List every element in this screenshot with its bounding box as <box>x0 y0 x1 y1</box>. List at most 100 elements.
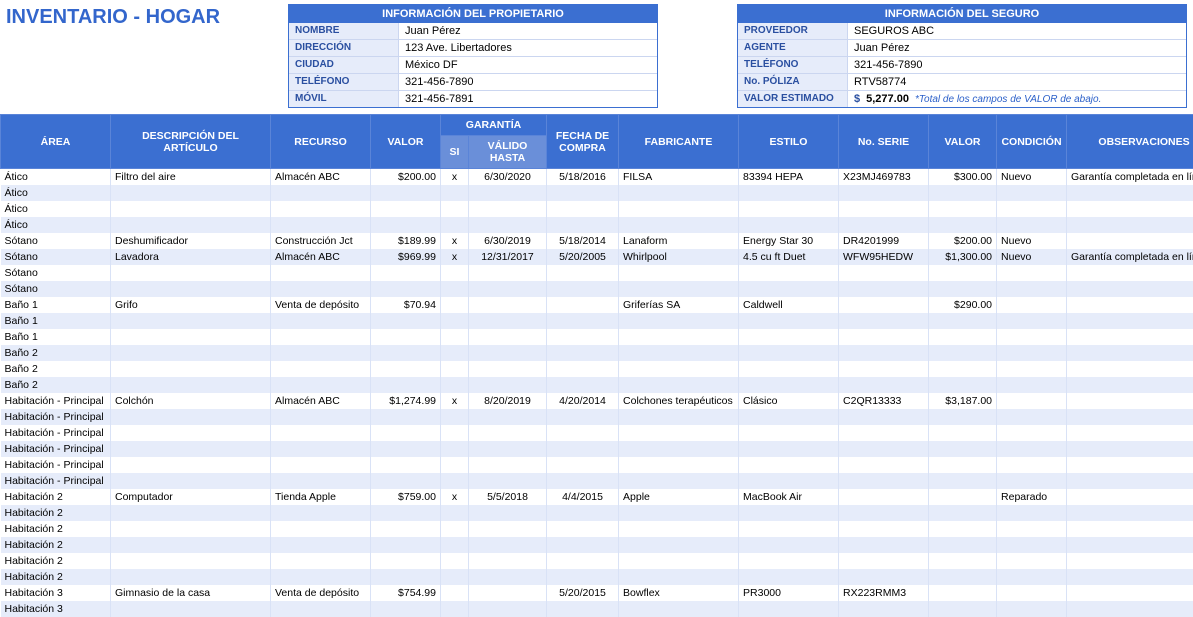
table-row: Habitación 2 <box>1 521 1193 537</box>
cell-fabricante <box>619 313 739 329</box>
cell-fecha <box>547 377 619 393</box>
cell-serie <box>839 601 929 617</box>
cell-fecha <box>547 185 619 201</box>
cell-valido <box>469 441 547 457</box>
th-valor1: VALOR <box>371 115 441 169</box>
cell-condicion: Nuevo <box>997 233 1067 249</box>
cell-obs <box>1067 537 1193 553</box>
cell-valido: 12/31/2017 <box>469 249 547 265</box>
cell-valido <box>469 473 547 489</box>
insurance-label: TELÉFONO <box>738 57 848 73</box>
cell-valor2 <box>929 265 997 281</box>
cell-obs: Garantía completada en línea <box>1067 169 1193 186</box>
cell-desc <box>111 457 271 473</box>
cell-area: Baño 2 <box>1 377 111 393</box>
cell-desc: Gimnasio de la casa <box>111 585 271 601</box>
cell-valido <box>469 601 547 617</box>
cell-condicion <box>997 297 1067 313</box>
cell-area: Sótano <box>1 281 111 297</box>
estimate-note: *Total de los campos de VALOR de abajo. <box>915 94 1101 105</box>
cell-valor2 <box>929 457 997 473</box>
cell-estilo <box>739 441 839 457</box>
cell-valor2 <box>929 505 997 521</box>
cell-obs <box>1067 553 1193 569</box>
cell-valido <box>469 217 547 233</box>
table-row: Baño 2 <box>1 377 1193 393</box>
cell-obs <box>1067 313 1193 329</box>
cell-si <box>441 377 469 393</box>
insurance-label: AGENTE <box>738 40 848 56</box>
cell-fabricante <box>619 201 739 217</box>
insurance-value: 321-456-7890 <box>848 57 1186 73</box>
cell-serie <box>839 217 929 233</box>
cell-serie: C2QR13333 <box>839 393 929 409</box>
cell-area: Baño 1 <box>1 297 111 313</box>
cell-area: Habitación 2 <box>1 489 111 505</box>
table-body: ÁticoFiltro del aireAlmacén ABC$200.00x6… <box>1 169 1193 617</box>
cell-si <box>441 345 469 361</box>
cell-obs <box>1067 601 1193 617</box>
cell-fabricante <box>619 409 739 425</box>
th-condicion: CONDICIÓN <box>997 115 1067 169</box>
cell-estilo <box>739 361 839 377</box>
cell-estilo: Caldwell <box>739 297 839 313</box>
cell-obs <box>1067 585 1193 601</box>
top-section: INVENTARIO - HOGAR INFORMACIÓN DEL PROPI… <box>0 0 1193 114</box>
th-estilo: ESTILO <box>739 115 839 169</box>
cell-area: Habitación - Principal <box>1 457 111 473</box>
cell-estilo: 4.5 cu ft Duet <box>739 249 839 265</box>
cell-fabricante <box>619 473 739 489</box>
cell-si <box>441 537 469 553</box>
cell-obs <box>1067 201 1193 217</box>
cell-obs <box>1067 265 1193 281</box>
th-fecha: FECHA DE COMPRA <box>547 115 619 169</box>
insurance-row: AGENTEJuan Pérez <box>738 39 1186 56</box>
cell-obs <box>1067 505 1193 521</box>
cell-fecha <box>547 457 619 473</box>
cell-valor2 <box>929 521 997 537</box>
owner-row: CIUDADMéxico DF <box>289 56 657 73</box>
cell-valor1 <box>371 441 441 457</box>
cell-valor1: $969.99 <box>371 249 441 265</box>
cell-condicion <box>997 569 1067 585</box>
cell-desc: Computador <box>111 489 271 505</box>
cell-recurso <box>271 521 371 537</box>
cell-estilo <box>739 313 839 329</box>
cell-obs <box>1067 297 1193 313</box>
cell-valor1 <box>371 201 441 217</box>
cell-fecha <box>547 265 619 281</box>
cell-obs <box>1067 393 1193 409</box>
cell-valor2 <box>929 361 997 377</box>
table-row: Baño 1 <box>1 329 1193 345</box>
owner-value: 321-456-7890 <box>399 74 657 90</box>
cell-valor1 <box>371 361 441 377</box>
cell-area: Baño 1 <box>1 329 111 345</box>
cell-desc <box>111 313 271 329</box>
table-row: Habitación - Principal <box>1 473 1193 489</box>
th-fabricante: FABRICANTE <box>619 115 739 169</box>
cell-condicion <box>997 361 1067 377</box>
cell-serie <box>839 345 929 361</box>
cell-estilo <box>739 217 839 233</box>
cell-area: Habitación 2 <box>1 521 111 537</box>
cell-recurso <box>271 457 371 473</box>
cell-condicion <box>997 329 1067 345</box>
cell-recurso: Almacén ABC <box>271 249 371 265</box>
cell-fabricante <box>619 265 739 281</box>
cell-estilo: MacBook Air <box>739 489 839 505</box>
cell-estilo <box>739 377 839 393</box>
cell-fabricante <box>619 329 739 345</box>
cell-si <box>441 473 469 489</box>
cell-valor2 <box>929 201 997 217</box>
cell-estilo <box>739 329 839 345</box>
table-row: Habitación 2ComputadorTienda Apple$759.0… <box>1 489 1193 505</box>
cell-fecha <box>547 601 619 617</box>
cell-fecha <box>547 313 619 329</box>
table-row: Habitación 2 <box>1 505 1193 521</box>
table-header: ÁREA DESCRIPCIÓN DEL ARTÍCULO RECURSO VA… <box>1 115 1193 169</box>
cell-condicion <box>997 201 1067 217</box>
cell-si <box>441 281 469 297</box>
cell-fabricante <box>619 457 739 473</box>
cell-valor2: $300.00 <box>929 169 997 186</box>
cell-condicion <box>997 313 1067 329</box>
